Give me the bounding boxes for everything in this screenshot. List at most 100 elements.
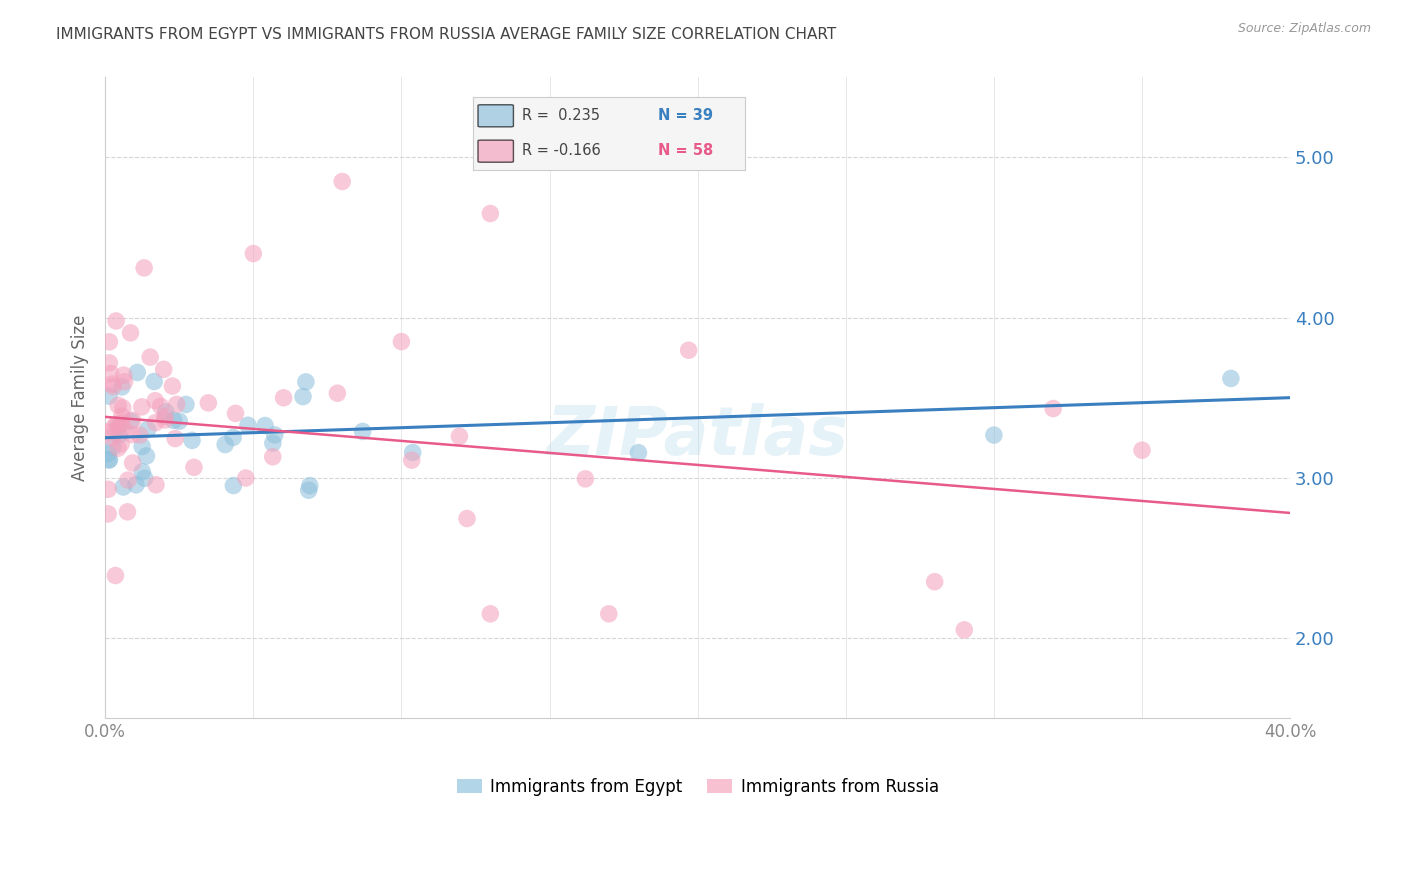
Point xyxy=(449,429,471,443)
Y-axis label: Average Family Size: Average Family Size xyxy=(72,315,89,481)
Point xyxy=(391,334,413,349)
Point xyxy=(143,375,166,389)
Point xyxy=(107,441,129,455)
Point xyxy=(225,406,247,420)
Point xyxy=(166,397,188,411)
Point xyxy=(598,607,620,621)
Point xyxy=(401,453,423,467)
Point xyxy=(262,436,284,450)
Point xyxy=(105,314,128,328)
Legend: Immigrants from Egypt, Immigrants from Russia: Immigrants from Egypt, Immigrants from R… xyxy=(450,771,945,803)
Point xyxy=(100,431,122,445)
Point xyxy=(125,478,148,492)
Point xyxy=(1042,401,1064,416)
Point xyxy=(143,393,166,408)
Point xyxy=(112,368,135,383)
Point xyxy=(136,423,159,437)
Point xyxy=(110,437,132,451)
Point xyxy=(101,376,124,391)
Point xyxy=(174,397,197,411)
Point xyxy=(97,453,120,467)
Point xyxy=(110,417,132,431)
Point xyxy=(330,174,353,188)
Point xyxy=(111,401,134,415)
Point xyxy=(352,425,374,439)
Point xyxy=(298,478,321,492)
Point xyxy=(134,471,156,485)
Point xyxy=(107,420,129,434)
Point xyxy=(98,334,121,349)
Point xyxy=(105,417,128,431)
Point xyxy=(153,413,176,427)
Point xyxy=(983,428,1005,442)
Point xyxy=(145,416,167,430)
Point xyxy=(181,434,204,448)
Point xyxy=(326,386,349,401)
Point xyxy=(103,420,125,434)
Point xyxy=(295,375,318,389)
Point xyxy=(183,460,205,475)
Point xyxy=(627,445,650,459)
Point xyxy=(456,511,478,525)
Point xyxy=(101,379,124,393)
Point xyxy=(117,505,139,519)
Point xyxy=(107,398,129,412)
Point xyxy=(134,260,156,275)
Point xyxy=(479,206,502,220)
Point xyxy=(924,574,946,589)
Point xyxy=(139,350,162,364)
Point xyxy=(131,400,153,414)
Point xyxy=(131,465,153,479)
Point xyxy=(222,478,245,492)
Point xyxy=(254,418,277,433)
Point xyxy=(112,421,135,435)
Point xyxy=(263,428,285,442)
Point xyxy=(112,480,135,494)
Point xyxy=(107,421,129,435)
Point xyxy=(97,483,120,497)
Point xyxy=(574,472,596,486)
Point xyxy=(121,413,143,427)
Point xyxy=(149,399,172,413)
Point xyxy=(97,425,120,440)
Point xyxy=(479,607,502,621)
Point xyxy=(121,456,143,470)
Point xyxy=(155,405,177,419)
Point xyxy=(953,623,976,637)
Point xyxy=(120,414,142,428)
Point xyxy=(111,380,134,394)
Point xyxy=(197,396,219,410)
Point xyxy=(298,483,321,498)
Point xyxy=(678,343,700,358)
Point xyxy=(131,440,153,454)
Point xyxy=(1130,443,1153,458)
Point xyxy=(97,507,120,521)
Text: Source: ZipAtlas.com: Source: ZipAtlas.com xyxy=(1237,22,1371,36)
Point xyxy=(165,432,187,446)
Text: IMMIGRANTS FROM EGYPT VS IMMIGRANTS FROM RUSSIA AVERAGE FAMILY SIZE CORRELATION : IMMIGRANTS FROM EGYPT VS IMMIGRANTS FROM… xyxy=(56,27,837,42)
Point xyxy=(222,430,245,444)
Point xyxy=(402,445,425,459)
Point xyxy=(236,418,259,433)
Point xyxy=(128,428,150,442)
Point xyxy=(273,391,295,405)
Point xyxy=(120,326,142,340)
Point xyxy=(235,471,257,485)
Point xyxy=(108,428,131,442)
Point xyxy=(127,366,149,380)
Point xyxy=(104,568,127,582)
Point xyxy=(214,437,236,451)
Point xyxy=(100,367,122,381)
Point xyxy=(98,452,121,467)
Point xyxy=(135,449,157,463)
Point xyxy=(98,389,121,403)
Point xyxy=(1219,371,1241,385)
Point xyxy=(117,473,139,487)
Text: ZIPatlas: ZIPatlas xyxy=(547,403,849,469)
Point xyxy=(162,379,184,393)
Point xyxy=(145,478,167,492)
Point xyxy=(97,446,120,460)
Point xyxy=(121,427,143,442)
Point xyxy=(111,409,134,423)
Point xyxy=(262,450,284,464)
